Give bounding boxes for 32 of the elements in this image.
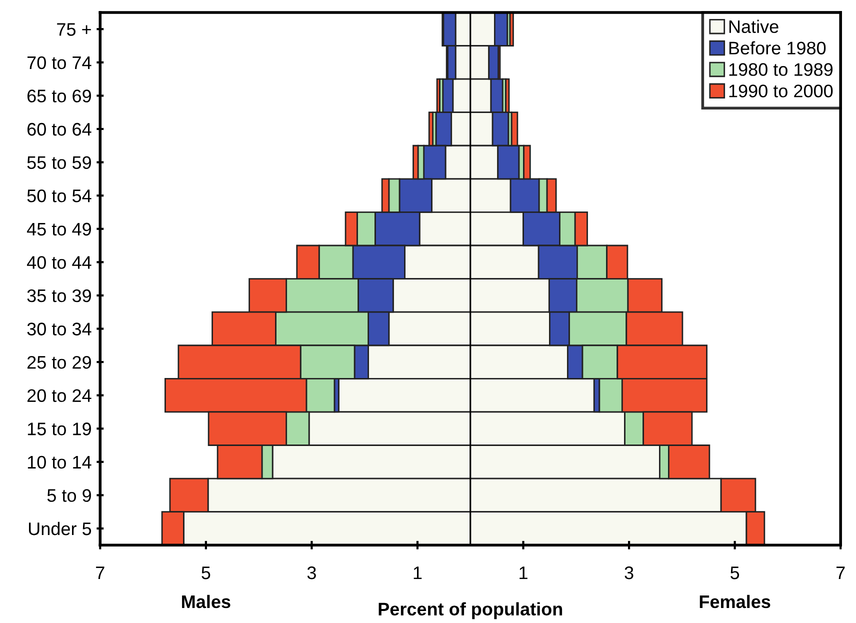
y-tick-label: 65 to 69 xyxy=(27,90,91,102)
y-tick-label: 40 to 44 xyxy=(26,256,92,269)
y-tick-label: 30 to 34 xyxy=(27,322,92,336)
legend-label: Native xyxy=(729,20,778,34)
y-tick-label: 45 to 49 xyxy=(26,222,91,236)
text: Females xyxy=(700,594,770,608)
y-tick-label: 20 to 24 xyxy=(27,389,92,402)
y-tick-label: 35 to 39 xyxy=(27,289,91,302)
y-tick-label: 75 + xyxy=(57,23,91,36)
y-tick-label: 50 to 54 xyxy=(27,190,92,202)
x-tick-label: 7 xyxy=(836,566,845,580)
legend-label: Before 1980 xyxy=(729,41,826,54)
x-tick-label: 3 xyxy=(307,566,316,580)
legend-label: 1980 to 1989 xyxy=(729,63,833,76)
legend-label: 1990 to 2000 xyxy=(729,84,833,98)
y-tick-label: 70 to 74 xyxy=(27,56,92,70)
y-tick-label: 5 to 9 xyxy=(47,489,91,502)
x-tick-label: 7 xyxy=(96,566,104,580)
y-tick-label: 15 to 19 xyxy=(28,422,91,436)
y-tick-label: 60 to 64 xyxy=(27,122,92,136)
bar xyxy=(509,12,514,46)
x-tick-label: 5 xyxy=(202,566,210,580)
text: Males xyxy=(182,594,230,608)
x-tick-label: 1 xyxy=(414,566,422,580)
x-tick-label: 5 xyxy=(730,566,740,580)
x-axis-title: Percent of population xyxy=(378,602,562,620)
y-tick-label: 55 to 59 xyxy=(27,156,91,169)
x-tick-label: 3 xyxy=(624,566,634,580)
x-tick-label: 1 xyxy=(520,566,528,580)
y-tick-label: 10 to 14 xyxy=(28,456,92,469)
y-tick-label: 25 to 29 xyxy=(27,356,91,369)
y-tick-label: Under 5 xyxy=(28,522,92,536)
